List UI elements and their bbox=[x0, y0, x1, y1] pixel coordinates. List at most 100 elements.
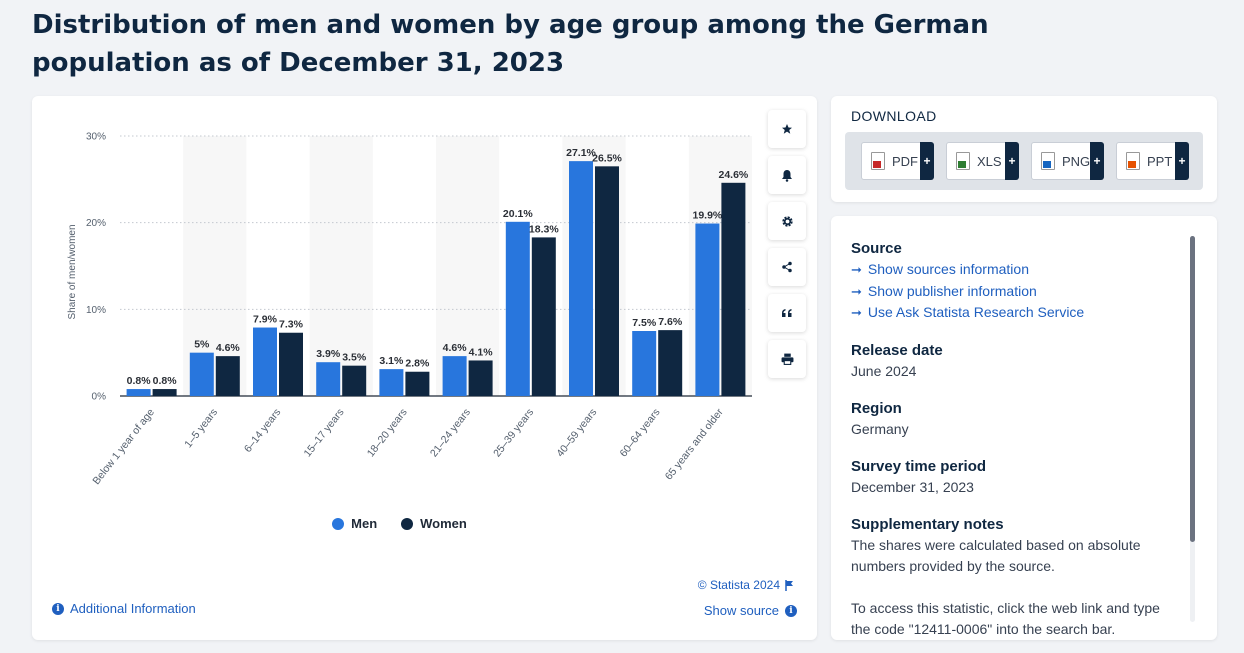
download-pdf-button[interactable]: PDF + bbox=[861, 142, 934, 180]
download-ppt-label: PPT bbox=[1147, 153, 1173, 169]
info-icon: i bbox=[785, 604, 797, 617]
data-label: 0.8% bbox=[153, 375, 178, 387]
data-label: 3.5% bbox=[342, 352, 367, 364]
info-scroll-area: Source ➞ Show sources information ➞ Show p… bbox=[851, 238, 1171, 636]
bar-men bbox=[505, 221, 530, 396]
legend-label-men: Men bbox=[351, 516, 378, 531]
period-section: Survey time period December 31, 2023 bbox=[851, 456, 1171, 498]
release-section: Release date June 2024 bbox=[851, 340, 1171, 382]
category-band bbox=[309, 136, 373, 396]
cite-button[interactable] bbox=[768, 294, 806, 332]
y-tick-label: 0% bbox=[92, 392, 107, 403]
copyright-text: © Statista 2024 bbox=[697, 578, 780, 592]
category-band bbox=[436, 136, 500, 396]
additional-information-link[interactable]: i Additional Information bbox=[52, 601, 196, 616]
x-tick-label: 65 years and older bbox=[663, 406, 726, 482]
x-tick-label: 40–59 years bbox=[554, 406, 599, 459]
show-sources-label: Show sources information bbox=[867, 261, 1029, 277]
download-png-button[interactable]: PNG + bbox=[1031, 142, 1104, 180]
bar-women bbox=[342, 365, 367, 396]
quote-icon bbox=[782, 309, 792, 317]
bar-men bbox=[253, 327, 277, 396]
data-label: 2.8% bbox=[405, 358, 430, 370]
show-source-button[interactable]: Show source i bbox=[704, 603, 797, 618]
data-label: 7.5% bbox=[632, 317, 657, 329]
x-tick-label: 15–17 years bbox=[302, 406, 347, 459]
statistic-info-card: Source ➞ Show sources information ➞ Show p… bbox=[831, 216, 1217, 640]
bar-men bbox=[569, 161, 593, 396]
chart-toolbar bbox=[768, 110, 806, 378]
flag-icon bbox=[785, 579, 793, 591]
png-file-icon bbox=[1041, 152, 1055, 170]
download-ppt-button[interactable]: PPT + bbox=[1116, 142, 1189, 180]
data-label: 3.1% bbox=[379, 355, 404, 367]
share-icon bbox=[782, 261, 792, 273]
copyright-link[interactable]: © Statista 2024 bbox=[698, 578, 795, 592]
legend-label-women: Women bbox=[420, 516, 467, 531]
bar-women bbox=[721, 182, 746, 396]
x-tick-label: 60–64 years bbox=[618, 406, 663, 459]
plus-icon: + bbox=[1090, 142, 1104, 180]
plus-icon: + bbox=[1175, 142, 1189, 180]
data-label: 4.6% bbox=[443, 342, 468, 354]
bar-women bbox=[152, 389, 177, 396]
bar-men bbox=[442, 356, 467, 396]
data-label: 4.1% bbox=[469, 346, 494, 358]
show-publisher-link[interactable]: ➞ Show publisher information bbox=[851, 281, 1171, 303]
bar-chart: 0% 10% 20% 30% Share of men/women 0.8% 0.8% Bel… bbox=[67, 132, 752, 487]
y-axis-title: Share of men/women bbox=[67, 224, 78, 319]
bell-icon bbox=[782, 169, 792, 182]
bar-men bbox=[189, 352, 214, 396]
show-sources-link[interactable]: ➞ Show sources information bbox=[851, 259, 1171, 281]
region-heading: Region bbox=[851, 399, 902, 417]
region-section: Region Germany bbox=[851, 398, 1171, 440]
data-label: 26.5% bbox=[592, 152, 622, 164]
bar-women bbox=[595, 166, 619, 396]
y-tick-label: 20% bbox=[86, 218, 106, 229]
info-scrollbar[interactable] bbox=[1190, 236, 1195, 622]
additional-information-label: Additional Information bbox=[70, 601, 196, 616]
period-heading: Survey time period bbox=[851, 457, 987, 475]
legend-item-men[interactable]: Men bbox=[332, 516, 377, 531]
x-tick-label: 6–14 years bbox=[242, 406, 283, 454]
print-icon bbox=[781, 353, 793, 365]
arrow-right-icon: ➞ bbox=[851, 283, 862, 299]
favorite-button[interactable] bbox=[768, 110, 806, 148]
bar-men bbox=[316, 362, 341, 396]
bar-women bbox=[531, 237, 556, 396]
info-scrollbar-thumb[interactable] bbox=[1190, 236, 1195, 542]
x-tick-label: Below 1 year of age bbox=[90, 406, 157, 487]
bar-women bbox=[279, 332, 303, 396]
ask-statista-link[interactable]: ➞ Use Ask Statista Research Service bbox=[851, 302, 1171, 324]
data-label: 19.9% bbox=[693, 210, 723, 222]
download-pdf-label: PDF bbox=[892, 153, 918, 169]
notification-button[interactable] bbox=[768, 156, 806, 194]
chart-card: 0% 10% 20% 30% Share of men/women 0.8% 0.8% Bel… bbox=[32, 96, 817, 640]
data-label: 4.6% bbox=[216, 342, 241, 354]
x-tick-label: 1–5 years bbox=[182, 406, 220, 450]
share-button[interactable] bbox=[768, 248, 806, 286]
notes-section: Supplementary notes The shares were calc… bbox=[851, 514, 1171, 637]
plus-icon: + bbox=[920, 142, 934, 180]
page-title: Distribution of men and women by age gro… bbox=[32, 10, 989, 78]
y-tick-label: 30% bbox=[86, 132, 106, 143]
legend-dot-men bbox=[332, 517, 345, 530]
data-label: 20.1% bbox=[503, 208, 533, 220]
download-title: DOWNLOAD bbox=[851, 108, 937, 124]
download-bar: PDF + XLS + PNG + PPT + bbox=[845, 132, 1203, 190]
plus-icon: + bbox=[1005, 142, 1019, 180]
download-xls-button[interactable]: XLS + bbox=[946, 142, 1019, 180]
data-label: 7.3% bbox=[279, 319, 304, 331]
settings-button[interactable] bbox=[768, 202, 806, 240]
bar-men bbox=[126, 389, 151, 396]
star-icon bbox=[782, 124, 792, 134]
chart-legend: Men Women bbox=[32, 516, 767, 531]
print-button[interactable] bbox=[768, 340, 806, 378]
arrow-right-icon: ➞ bbox=[851, 305, 862, 320]
legend-dot-women bbox=[401, 517, 414, 530]
legend-item-women[interactable]: Women bbox=[401, 516, 467, 531]
data-label: 18.3% bbox=[529, 223, 559, 235]
data-label: 24.6% bbox=[719, 169, 749, 181]
info-icon: i bbox=[52, 602, 64, 615]
notes-heading: Supplementary notes bbox=[851, 515, 1004, 533]
